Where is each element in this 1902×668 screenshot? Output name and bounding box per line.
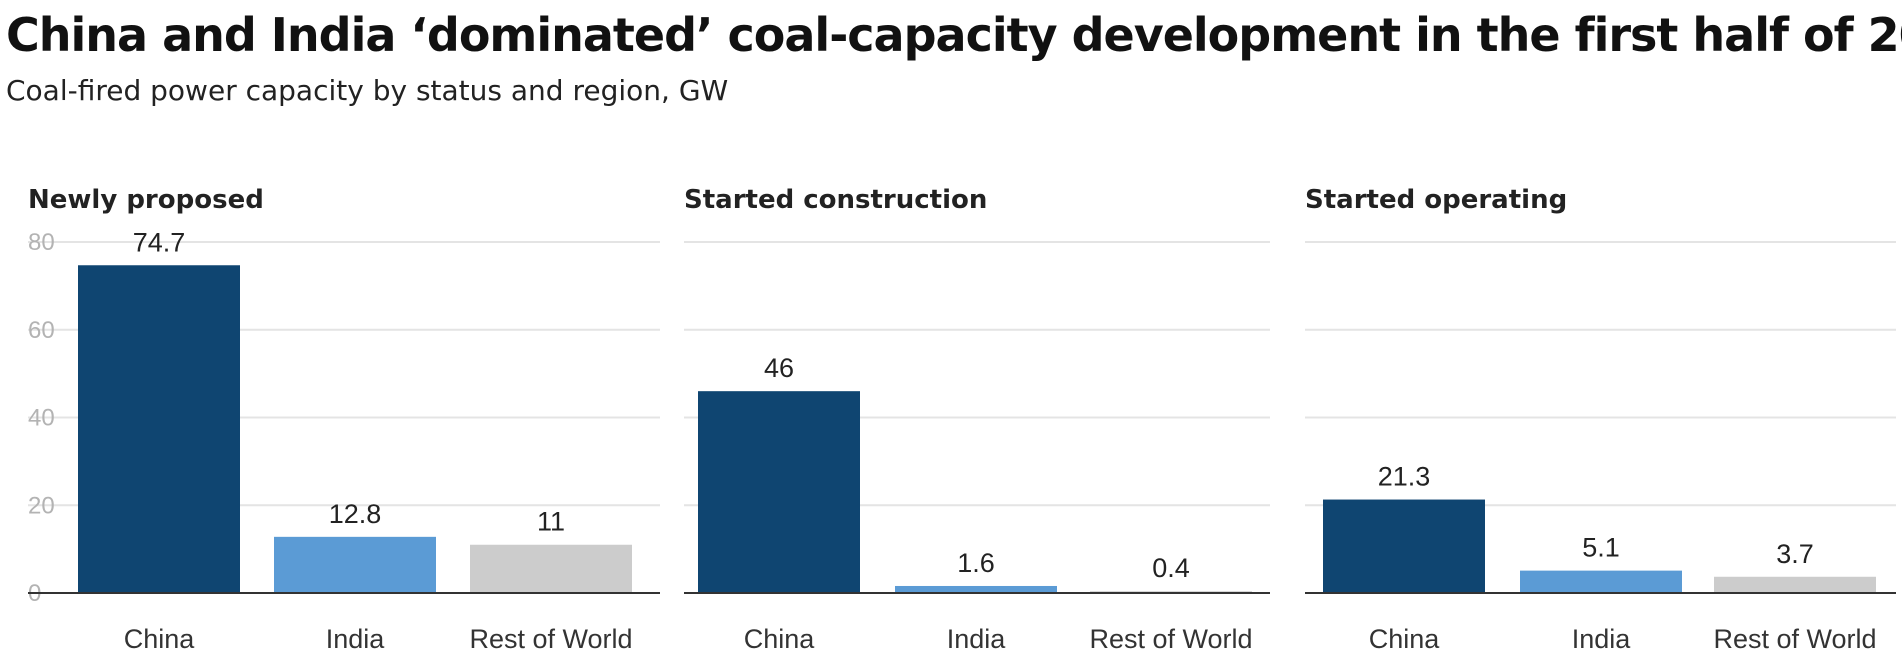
- y-tick-label: 80: [28, 229, 55, 256]
- x-tick-label-india: India: [326, 624, 386, 654]
- x-tick-label-rest-of-world: Rest of World: [1713, 624, 1876, 654]
- data-label-india: 5.1: [1582, 533, 1620, 563]
- x-tick-label-rest-of-world: Rest of World: [469, 624, 632, 654]
- data-label-china: 74.7: [133, 227, 186, 257]
- data-label-china: 46: [764, 353, 794, 383]
- y-tick-label: 20: [28, 492, 55, 519]
- bar-india: [895, 585, 1057, 593]
- x-tick-label-china: China: [744, 624, 816, 654]
- chart-subtitle: Coal-fired power capacity by status and …: [6, 74, 729, 107]
- data-label-rest-of-world: 11: [537, 507, 565, 537]
- x-tick-label-china: China: [124, 624, 196, 654]
- panel-started-construction: Started construction 46 China 1.6 India 0.4 Re…: [684, 185, 1270, 654]
- data-label-rest-of-world: 3.7: [1776, 539, 1814, 569]
- panel-title: Newly proposed: [28, 185, 264, 215]
- panel-title: Started operating: [1305, 185, 1567, 215]
- chart-title: China and India ‘dominated’ coal-capacit…: [6, 8, 1902, 62]
- y-tick-label: 40: [28, 405, 55, 432]
- bar-rest-of-world: [470, 544, 632, 593]
- x-tick-label-rest-of-world: Rest of World: [1089, 624, 1252, 654]
- x-tick-label-india: India: [1572, 624, 1632, 654]
- bar-india: [1520, 570, 1682, 593]
- panel-started-operating: Started operating 21.3 China 5.1 India 3.7 Res…: [1305, 185, 1896, 654]
- data-label-rest-of-world: 0.4: [1152, 553, 1190, 583]
- data-label-india: 12.8: [329, 499, 382, 529]
- y-tick-label: 60: [28, 317, 55, 344]
- bar-india: [274, 536, 436, 593]
- bar-china: [78, 265, 240, 593]
- bar-rest-of-world: [1714, 576, 1876, 593]
- bar-china: [698, 391, 860, 593]
- panel-title: Started construction: [684, 185, 987, 215]
- x-tick-label-china: China: [1369, 624, 1441, 654]
- data-label-india: 1.6: [957, 548, 995, 578]
- bar-china: [1323, 499, 1485, 593]
- x-tick-label-india: India: [947, 624, 1007, 654]
- data-label-china: 21.3: [1378, 462, 1431, 492]
